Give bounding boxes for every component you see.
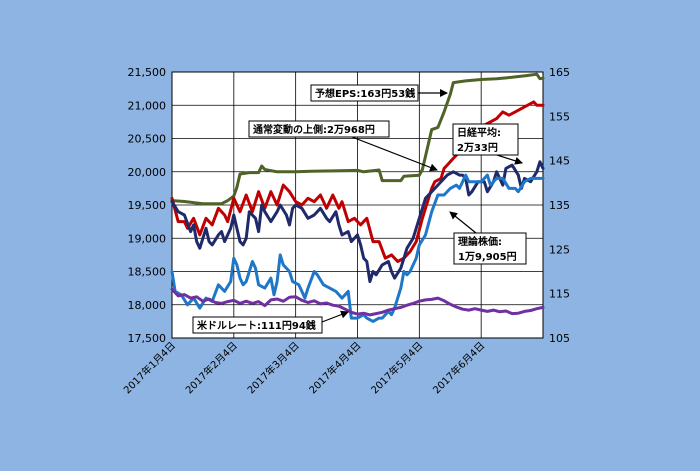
y-left-tick-label: 21,000 — [128, 99, 167, 112]
y-left-tick-label: 20,000 — [128, 166, 167, 179]
x-tick-label: 2017年4月4日 — [306, 339, 363, 396]
x-tick-label: 2017年5月4日 — [368, 339, 425, 396]
y-left-tick-label: 20,500 — [128, 133, 167, 146]
annotation-label: 通常変動の上側:2万968円 — [253, 123, 375, 136]
y-right-tick-label: 165 — [549, 66, 570, 79]
y-right-tick-label: 155 — [549, 110, 570, 123]
y-right-tick-label: 145 — [549, 155, 570, 168]
y-left-tick-label: 19,500 — [128, 199, 167, 212]
y-left-tick-label: 17,500 — [128, 332, 167, 345]
y-right-tick-label: 135 — [549, 199, 570, 212]
annotation-box — [310, 84, 419, 102]
annotation-box — [452, 123, 519, 156]
annotation-arrow — [496, 154, 523, 165]
y-right-tick-label: 125 — [549, 243, 570, 256]
series-line — [170, 173, 545, 323]
series-line — [170, 72, 545, 206]
y-right-tick-label: 105 — [549, 332, 570, 345]
annotation-box — [192, 316, 323, 334]
annotation-box — [453, 232, 527, 265]
y-left-tick-label: 18,000 — [128, 299, 167, 312]
annotation-arrow — [449, 211, 477, 234]
annotation-label: 2万33円 — [457, 142, 498, 154]
annotation-label: 米ドルレート:111円94銭 — [197, 319, 316, 332]
annotation-label: 1万9,905円 — [458, 251, 517, 263]
annotation-label: 理論株価: — [458, 235, 502, 248]
annotation-arrow — [321, 310, 349, 323]
annotation-box — [248, 120, 390, 138]
y-left-tick-label: 19,000 — [128, 232, 167, 245]
y-right-tick-label: 115 — [549, 288, 570, 301]
y-left-tick-label: 21,500 — [128, 66, 167, 79]
x-tick-label: 2017年2月4日 — [183, 339, 240, 396]
annotation-arrow — [351, 136, 438, 172]
annotation-label: 予想EPS:163円53銭 — [315, 87, 415, 100]
x-tick-label: 2017年6月4日 — [430, 339, 487, 396]
y-left-tick-label: 18,500 — [128, 266, 167, 279]
x-tick-label: 2017年1月4日 — [121, 339, 178, 396]
series-line — [170, 287, 545, 317]
annotation-label: 日経平均: — [457, 126, 501, 139]
x-tick-label: 2017年3月4日 — [244, 339, 301, 396]
series-line — [170, 160, 545, 283]
